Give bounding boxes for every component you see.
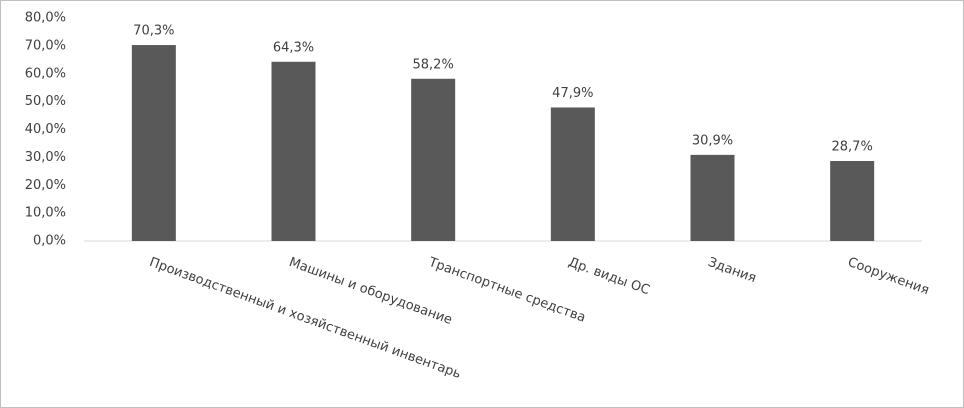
bar (271, 61, 316, 241)
data-label: 47,9% (552, 86, 593, 101)
y-tick-label: 60,0% (25, 66, 66, 81)
y-tick-label: 10,0% (25, 206, 66, 221)
y-tick-label: 70,0% (25, 38, 66, 53)
data-label: 64,3% (273, 40, 314, 55)
y-tick-label: 20,0% (25, 178, 66, 193)
data-label: 30,9% (692, 133, 733, 148)
y-tick-label: 30,0% (25, 150, 66, 165)
data-label: 58,2% (413, 57, 454, 72)
bar (830, 160, 875, 241)
y-tick-label: 80,0% (25, 11, 66, 26)
y-tick-label: 0,0% (33, 234, 66, 249)
bar (411, 78, 456, 241)
bar (690, 154, 735, 241)
data-label: 70,3% (133, 24, 174, 39)
bar (131, 45, 176, 241)
y-tick-label: 50,0% (25, 94, 66, 109)
y-tick-label: 40,0% (25, 122, 66, 137)
data-label: 28,7% (832, 139, 873, 154)
bar (550, 107, 595, 241)
